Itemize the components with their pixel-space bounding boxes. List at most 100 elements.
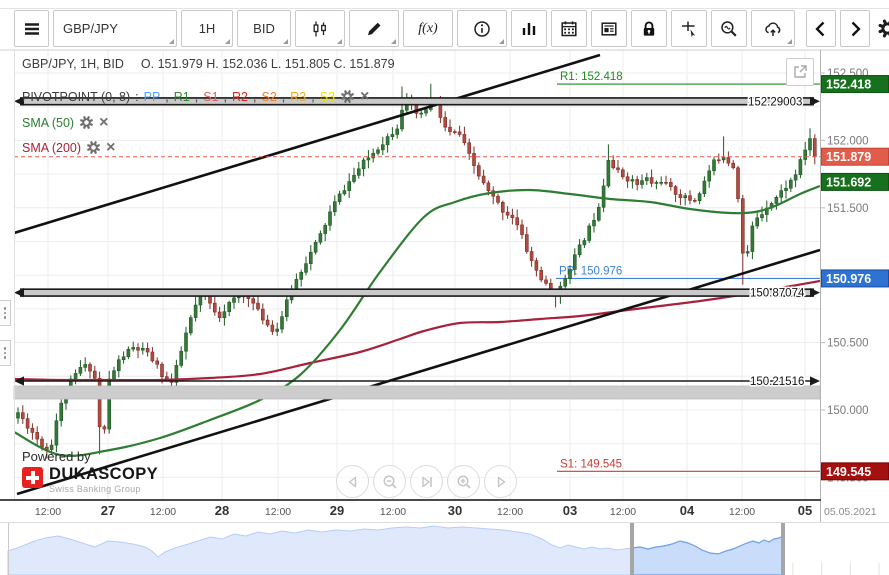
time-axis[interactable]: 12:00 27 12:00 28 12:00 29 12:00 30 12:00 03 12:00… <box>35 503 877 518</box>
dukascopy-logo-icon <box>22 467 43 488</box>
svg-text:151.500: 151.500 <box>827 203 869 215</box>
zoom-out-icon <box>380 472 400 492</box>
lock-button[interactable] <box>631 10 667 47</box>
calendar-icon <box>559 19 579 39</box>
svg-text:151.879: 151.879 <box>826 150 871 164</box>
crosshair-button[interactable] <box>671 10 707 47</box>
svg-text:152.418: 152.418 <box>826 78 871 92</box>
sma200-legend-row: SMA (200) × <box>22 138 116 156</box>
price-side-select[interactable]: BID <box>237 10 291 47</box>
colon: : <box>135 89 139 104</box>
navigator-window[interactable] <box>8 526 783 575</box>
price-badge-151.692: 151.692 <box>821 172 889 191</box>
timeframe-select-label: 1H <box>198 21 216 36</box>
step-back-button[interactable] <box>336 465 369 498</box>
candles-icon <box>310 19 330 39</box>
svg-text:12:00: 12:00 <box>497 506 523 518</box>
sma50-settings-button[interactable] <box>79 115 94 130</box>
symbol-select[interactable]: GBP/JPY <box>53 10 177 47</box>
svg-text:150.500: 150.500 <box>827 338 869 350</box>
menu-button[interactable] <box>14 10 49 47</box>
jump-to-end-button[interactable] <box>410 465 443 498</box>
chart-type-button[interactable] <box>295 10 345 47</box>
step-forward-button[interactable] <box>484 465 517 498</box>
sma200-remove-button[interactable]: × <box>106 138 116 156</box>
sma200-line <box>14 279 820 382</box>
svg-text:04: 04 <box>680 503 695 518</box>
plot-borders <box>0 49 889 522</box>
navigator-handle-left[interactable] <box>630 523 634 575</box>
pivot-level-r3[interactable]: R3 <box>290 89 307 104</box>
svg-text:12:00: 12:00 <box>35 506 61 518</box>
draw-tools-button[interactable] <box>349 10 399 47</box>
cloud-icon <box>763 19 783 39</box>
pivotpoint-label: PIVOTPOINT (0, 8) <box>22 89 131 104</box>
svg-text:150.000: 150.000 <box>827 405 869 417</box>
svg-text:150.87074: 150.87074 <box>750 288 805 300</box>
svg-text:R1: 152.418: R1: 152.418 <box>560 71 623 83</box>
zoom-out-tool-button[interactable] <box>711 10 747 47</box>
channel-upper[interactable] <box>14 53 601 235</box>
sma50-line <box>14 184 820 457</box>
chevron-right-icon <box>845 19 865 39</box>
comma: , <box>165 89 169 104</box>
svg-text:12:00: 12:00 <box>729 506 755 518</box>
zoom-out-button[interactable] <box>373 465 406 498</box>
pivot-level-r2[interactable]: R2 <box>232 89 249 104</box>
pan-left-button[interactable] <box>806 10 836 47</box>
svg-text:12:00: 12:00 <box>150 506 176 518</box>
hamburger-icon <box>22 19 42 39</box>
pivot-level-s1[interactable]: S1 <box>203 89 219 104</box>
svg-text:150.976: 150.976 <box>826 272 871 286</box>
pivot-level-s2[interactable]: S2 <box>261 89 277 104</box>
chart-nav-buttons <box>336 465 517 498</box>
svg-text:150.21516: 150.21516 <box>750 376 804 388</box>
info-button[interactable] <box>457 10 507 47</box>
sma50-remove-button[interactable]: × <box>99 113 109 131</box>
top-border <box>0 8 889 9</box>
comma: , <box>194 89 199 104</box>
popout-button[interactable] <box>786 58 814 86</box>
pan-right-button[interactable] <box>840 10 870 47</box>
news-button[interactable] <box>591 10 627 47</box>
volume-button[interactable] <box>511 10 547 47</box>
info-icon <box>472 19 492 39</box>
svg-text:27: 27 <box>101 503 115 518</box>
gear-icon <box>877 18 889 39</box>
sma200-label: SMA (200) <box>22 140 82 155</box>
svg-text:05.05.2021: 05.05.2021 <box>824 506 877 518</box>
calendar-button[interactable] <box>551 10 587 47</box>
svg-text:152.000: 152.000 <box>827 135 869 147</box>
indicators-button[interactable]: f(x) <box>403 10 453 47</box>
panel-handle-lower[interactable] <box>0 340 11 366</box>
zoom-in-button[interactable] <box>447 465 480 498</box>
indicators-button-label: f(x) <box>418 20 438 36</box>
svg-text:28: 28 <box>215 503 229 518</box>
comma: , <box>253 89 257 104</box>
candles-layer <box>16 83 817 459</box>
instrument-title: GBP/JPY, 1H, BID <box>22 57 124 71</box>
settings-button[interactable] <box>874 10 889 47</box>
navigator[interactable] <box>0 522 889 575</box>
pivotpoint-settings-button[interactable] <box>340 89 355 104</box>
ohlc-values: O. 151.979 H. 152.036 L. 151.805 C. 151.… <box>140 57 395 71</box>
pivotpoint-remove-button[interactable]: × <box>360 87 370 105</box>
pivot-level-s3[interactable]: S3 <box>319 89 336 104</box>
panel-handle-upper[interactable] <box>0 300 11 326</box>
price-axis[interactable]: 152.500152.000151.500150.500150.000149.5… <box>820 68 889 484</box>
sma200-settings-button[interactable] <box>86 140 101 155</box>
pivot-level-pp[interactable]: PP <box>143 89 161 104</box>
navigator-handle-right[interactable] <box>781 523 785 575</box>
jump-to-end-icon <box>417 472 437 492</box>
gridlines <box>14 50 820 500</box>
crosshair-icon <box>679 19 699 39</box>
timeframe-select[interactable]: 1H <box>181 10 233 47</box>
pivot-level-r1[interactable]: R1 <box>173 89 190 104</box>
toolbar-separator <box>799 10 802 47</box>
toolbar: GBP/JPY 1H BID f(x) <box>14 10 889 47</box>
sma50-label: SMA (50) <box>22 115 75 130</box>
save-cloud-button[interactable] <box>751 10 795 47</box>
step-back-icon <box>343 472 363 492</box>
